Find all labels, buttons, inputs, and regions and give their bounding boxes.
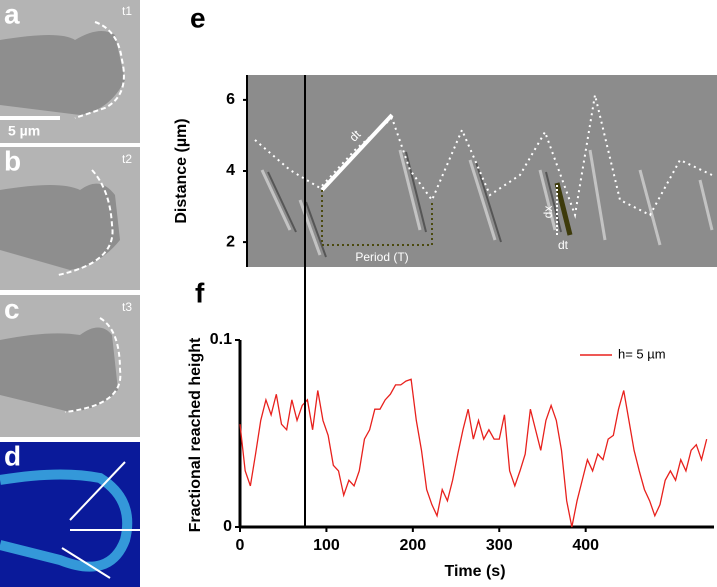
panel-label: b	[4, 145, 21, 176]
y-axis-title: Distance (µm)	[173, 118, 190, 223]
edge-trace	[254, 94, 713, 219]
y-tick-label: 6	[226, 91, 235, 108]
cell	[0, 327, 118, 412]
panel-f: f Fractional reached height Time (s) 0 0.…	[187, 277, 714, 580]
panel-b: b t2	[0, 145, 140, 290]
panel-e: e dt Period (T) dx dt Distance (µm) 246	[173, 2, 717, 267]
cell-outline	[0, 469, 133, 572]
panel-c: c t3	[0, 293, 140, 437]
x-tick-label: 200	[399, 537, 426, 554]
y-tick-label: 2	[226, 233, 235, 250]
line	[69, 461, 126, 521]
x-tick-label: 400	[572, 537, 599, 554]
x-tick-label: 300	[486, 537, 513, 554]
panel-d: d	[0, 440, 140, 587]
y-tick-label: 0	[223, 518, 232, 535]
x-tick-label: 100	[313, 537, 340, 554]
series-line	[239, 378, 708, 528]
panel-label: c	[4, 293, 20, 324]
x-tick-label: 0	[236, 537, 245, 554]
period-box	[321, 190, 433, 246]
cell	[0, 31, 125, 115]
kymograph	[247, 75, 717, 267]
panel-a: 5 µm a t1	[0, 0, 140, 143]
time-label: t3	[122, 300, 132, 314]
edge	[74, 21, 125, 119]
annotation: Period (T)	[355, 250, 408, 264]
x-axis-title: Time (s)	[444, 563, 505, 580]
slope-line	[320, 113, 394, 192]
panel-label: a	[4, 0, 20, 29]
edge	[64, 317, 122, 413]
time-label: t2	[122, 152, 132, 166]
slope-line	[554, 182, 573, 236]
panel-label: f	[195, 277, 205, 308]
line	[61, 547, 111, 579]
annotation: dt	[558, 238, 569, 252]
legend-label: h= 5 µm	[618, 346, 666, 361]
texture	[267, 151, 562, 258]
scale-label: 5 µm	[8, 123, 40, 139]
time-label: t1	[122, 4, 132, 18]
annotation: dx	[541, 206, 555, 219]
y-axis-title: Fractional reached height	[187, 337, 204, 532]
cell	[0, 183, 120, 270]
y-tick-label: 4	[226, 162, 235, 179]
edge	[57, 169, 114, 276]
panel-label: e	[190, 2, 206, 33]
panel-label: d	[4, 440, 21, 471]
y-tick-label: 0.1	[210, 331, 232, 348]
texture	[260, 149, 714, 256]
